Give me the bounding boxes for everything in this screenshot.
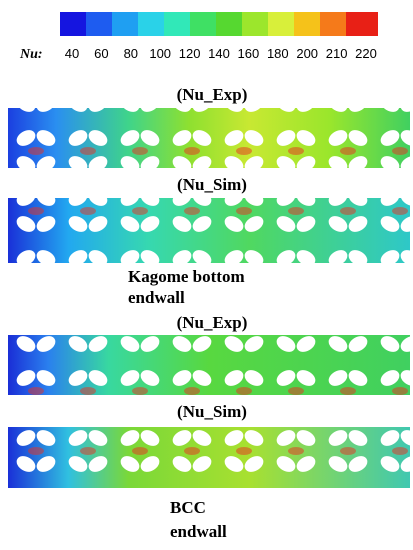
colorbar-tick-label: 200 (296, 46, 318, 61)
panel-title: (Nu_Sim) (177, 402, 247, 421)
contour-holes (8, 335, 410, 395)
colorbar-ticks: 40 60 80 100 120 140 160 180 200 210 220 (65, 46, 377, 61)
colorbar-tick-label: 210 (326, 46, 348, 61)
colorbar-tick-label: 40 (65, 46, 79, 61)
colorbar-tick-label: 80 (124, 46, 138, 61)
colorbar-tick-label: 120 (179, 46, 201, 61)
colorbar-tick-label: 160 (238, 46, 260, 61)
contour-holes (8, 427, 410, 488)
caption-line: BCC (170, 498, 206, 517)
colorbar-tick-label: 60 (94, 46, 108, 61)
caption-line: Kagome bottom (128, 267, 245, 286)
caption-line: endwall (128, 288, 185, 307)
contour-holes (8, 108, 410, 168)
panel-title: (Nu_Exp) (177, 313, 248, 332)
colorbar (60, 12, 378, 36)
colorbar-tick-label: 180 (267, 46, 289, 61)
colorbar-tick-label: 100 (149, 46, 171, 61)
panel-title: (Nu_Exp) (177, 85, 248, 104)
panel-title: (Nu_Sim) (177, 175, 247, 194)
caption-line: endwall (170, 522, 227, 541)
colorbar-tick-label: 220 (355, 46, 377, 61)
colorbar-tick-label: 140 (208, 46, 230, 61)
colorbar-label: Nu: (19, 47, 43, 62)
contour-holes (8, 198, 410, 263)
